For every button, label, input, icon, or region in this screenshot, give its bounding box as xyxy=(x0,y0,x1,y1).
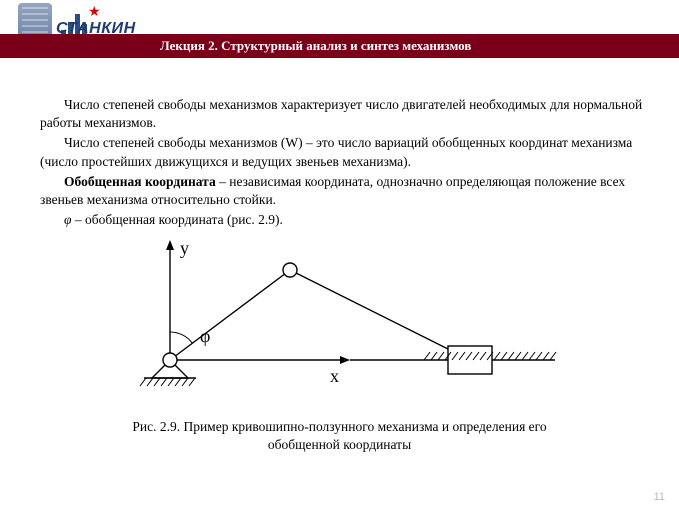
figure-mechanism: y x φ xyxy=(100,240,560,410)
lecture-title-banner: Лекция 2. Структурный анализ и синтез ме… xyxy=(0,34,679,58)
paragraph-4: φ – обобщенная координата (рис. 2.9). xyxy=(40,211,651,229)
svg-text:x: x xyxy=(330,366,339,386)
mechanism-svg: y x φ xyxy=(100,240,560,410)
slide: ★ СТАНКИН Московский Государственный Тех… xyxy=(0,0,679,509)
paragraph-3: Обобщенная координата – независимая коор… xyxy=(40,173,651,209)
logo-star-icon: ★ xyxy=(88,4,101,21)
paragraph-3-bold: Обобщенная координата xyxy=(64,174,216,189)
svg-text:φ: φ xyxy=(200,326,210,346)
paragraph-4-rest: – обобщенная координата (рис. 2.9). xyxy=(71,212,282,227)
svg-text:y: y xyxy=(180,240,189,258)
paragraph-1: Число степеней свободы механизмов характ… xyxy=(40,96,651,132)
caption-line-2: обобщенной координаты xyxy=(268,437,411,452)
figure-caption: Рис. 2.9. Пример кривошипно-ползунного м… xyxy=(0,418,679,453)
page-number: 11 xyxy=(654,491,665,503)
caption-line-1: Рис. 2.9. Пример кривошипно-ползунного м… xyxy=(132,419,546,434)
lecture-title: Лекция 2. Структурный анализ и синтез ме… xyxy=(160,38,471,53)
paragraph-2: Число степеней свободы механизмов (W) – … xyxy=(40,134,651,170)
body-text: Число степеней свободы механизмов характ… xyxy=(40,96,651,232)
